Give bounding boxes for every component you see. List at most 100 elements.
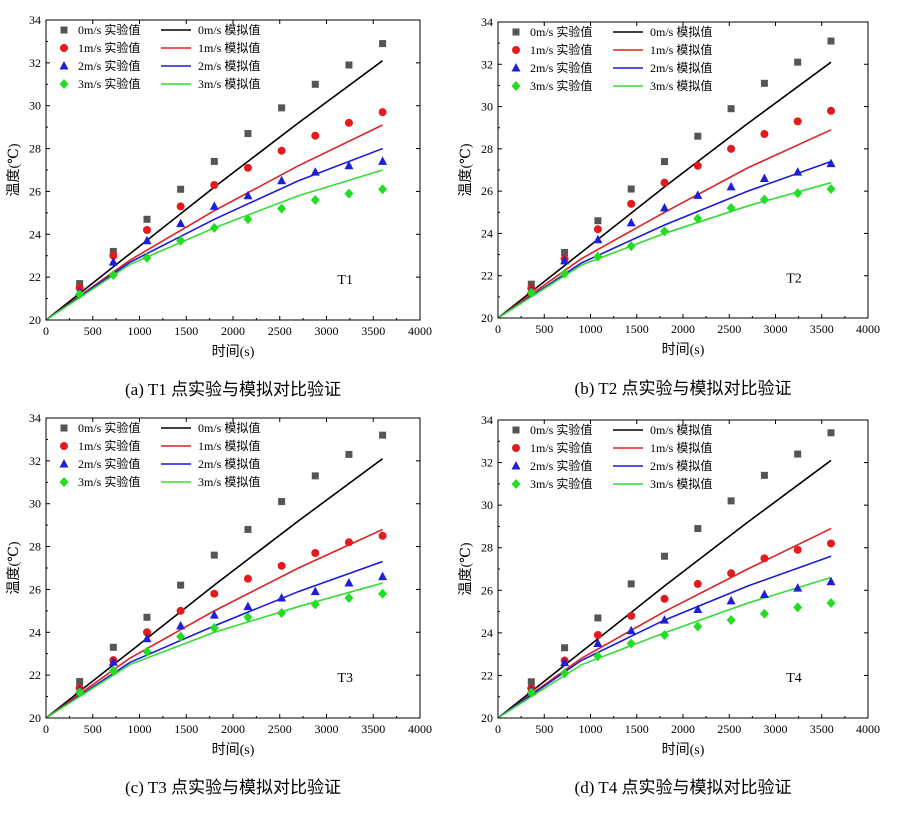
legend-label: 2m/s 模拟值 xyxy=(198,58,260,73)
data-point xyxy=(527,280,535,288)
legend-label: 0m/s 模拟值 xyxy=(198,22,260,37)
x-tick-label: 0 xyxy=(43,324,49,338)
y-axis-label: 温度(℃) xyxy=(458,143,474,196)
x-tick-label: 3500 xyxy=(810,322,834,336)
data-point xyxy=(827,37,835,45)
data-point xyxy=(760,554,769,563)
x-tick-label: 3500 xyxy=(810,722,834,736)
data-point xyxy=(378,531,387,540)
data-point xyxy=(626,625,636,635)
x-tick-label: 2500 xyxy=(268,324,292,338)
data-point xyxy=(593,251,603,262)
data-point xyxy=(627,580,635,588)
data-point xyxy=(661,158,668,166)
x-tick-label: 4000 xyxy=(856,722,880,736)
data-point xyxy=(108,270,118,280)
chart-panel-2: 0 500 1000 1500 2000 2500 3000 3500 4000 20 22 24 26… xyxy=(458,15,880,398)
chart-panel-1: 0 500 1000 1500 2000 2500 3000 3500 4000 20 22 24 26… xyxy=(6,13,432,399)
series-line xyxy=(497,160,832,319)
legend: 0m/s 实验值 1m/s 实验值 2m/s 实验值 3m/s 实验值 0m/s 模拟值… xyxy=(59,420,260,489)
y-tick-label: 24 xyxy=(481,226,493,240)
y-tick-label: 26 xyxy=(481,583,493,597)
x-tick-label: 0 xyxy=(495,722,501,736)
data-point xyxy=(694,525,702,533)
legend-marker xyxy=(511,81,521,91)
legend-marker xyxy=(511,461,521,470)
data-point xyxy=(378,108,387,117)
data-point xyxy=(527,678,535,686)
panel-label: T2 xyxy=(786,271,802,286)
data-point xyxy=(378,588,388,599)
data-point xyxy=(593,638,603,647)
x-tick-label: 3000 xyxy=(315,722,339,736)
data-point xyxy=(344,538,353,547)
panel-caption: (c) T3 点实验与模拟对比验证 xyxy=(125,778,341,797)
data-point xyxy=(109,643,117,651)
data-point xyxy=(626,241,636,252)
data-point xyxy=(108,657,118,666)
data-point xyxy=(794,450,802,458)
series-line xyxy=(45,60,384,321)
data-point xyxy=(693,213,703,224)
y-tick-label: 28 xyxy=(481,541,493,555)
data-point xyxy=(243,601,253,611)
data-point xyxy=(76,280,84,288)
data-point xyxy=(560,268,570,279)
x-tick-label: 2000 xyxy=(221,324,245,338)
data-point xyxy=(177,185,185,193)
data-point xyxy=(142,252,152,263)
chart-panel-4: 0 500 1000 1500 2000 2500 3000 3500 4000 20 22 24 26… xyxy=(458,413,880,797)
x-tick-label: 1000 xyxy=(128,324,152,338)
data-point xyxy=(793,583,803,592)
x-tick-label: 4000 xyxy=(408,324,432,338)
data-point xyxy=(726,203,736,214)
data-point xyxy=(826,184,836,195)
data-point xyxy=(143,613,151,621)
legend-marker xyxy=(59,477,69,487)
data-point xyxy=(344,160,354,170)
data-point xyxy=(108,257,118,266)
data-point xyxy=(176,202,185,211)
x-tick-label: 2500 xyxy=(717,722,741,736)
data-point xyxy=(793,602,803,613)
data-point xyxy=(827,539,835,548)
y-tick-label: 28 xyxy=(29,142,41,156)
legend-marker xyxy=(512,28,520,36)
data-point xyxy=(726,595,736,605)
data-point xyxy=(826,576,836,586)
legend-label: 3m/s 实验值 xyxy=(78,474,140,489)
data-point xyxy=(311,80,319,88)
y-tick-label: 28 xyxy=(481,142,493,156)
y-tick-label: 34 xyxy=(481,413,493,427)
panel-caption: (a) T1 点实验与模拟对比验证 xyxy=(125,380,341,399)
data-point xyxy=(209,610,219,619)
x-tick-label: 1000 xyxy=(128,722,152,736)
legend-marker xyxy=(59,459,69,468)
legend: 0m/s 实验值 1m/s 实验值 2m/s 实验值 3m/s 实验值 0m/s 模拟值… xyxy=(511,24,712,93)
legend-marker xyxy=(512,46,520,54)
data-point xyxy=(826,598,836,609)
series-line xyxy=(497,459,832,719)
data-point xyxy=(627,185,635,193)
y-tick-label: 24 xyxy=(481,626,493,640)
data-point xyxy=(660,203,669,212)
data-point xyxy=(693,604,703,613)
data-point xyxy=(243,190,253,200)
data-point xyxy=(726,615,736,626)
legend-label: 2m/s 模拟值 xyxy=(198,456,260,471)
legend-label: 3m/s 模拟值 xyxy=(650,476,712,491)
legend-label: 2m/s 模拟值 xyxy=(650,458,712,473)
legend-marker xyxy=(511,63,521,72)
data-point xyxy=(660,615,669,624)
legend-marker xyxy=(60,44,68,52)
x-tick-label: 1000 xyxy=(579,722,603,736)
legend: 0m/s 实验值 1m/s 实验值 2m/s 实验值 3m/s 实验值 0m/s 模拟值… xyxy=(511,422,712,491)
legend-label: 0m/s 实验值 xyxy=(530,24,592,39)
x-tick-label: 500 xyxy=(84,324,102,338)
data-point xyxy=(693,161,702,170)
data-point xyxy=(759,608,769,619)
legend-marker xyxy=(60,26,68,34)
series-line xyxy=(45,147,383,321)
data-point xyxy=(277,146,286,155)
